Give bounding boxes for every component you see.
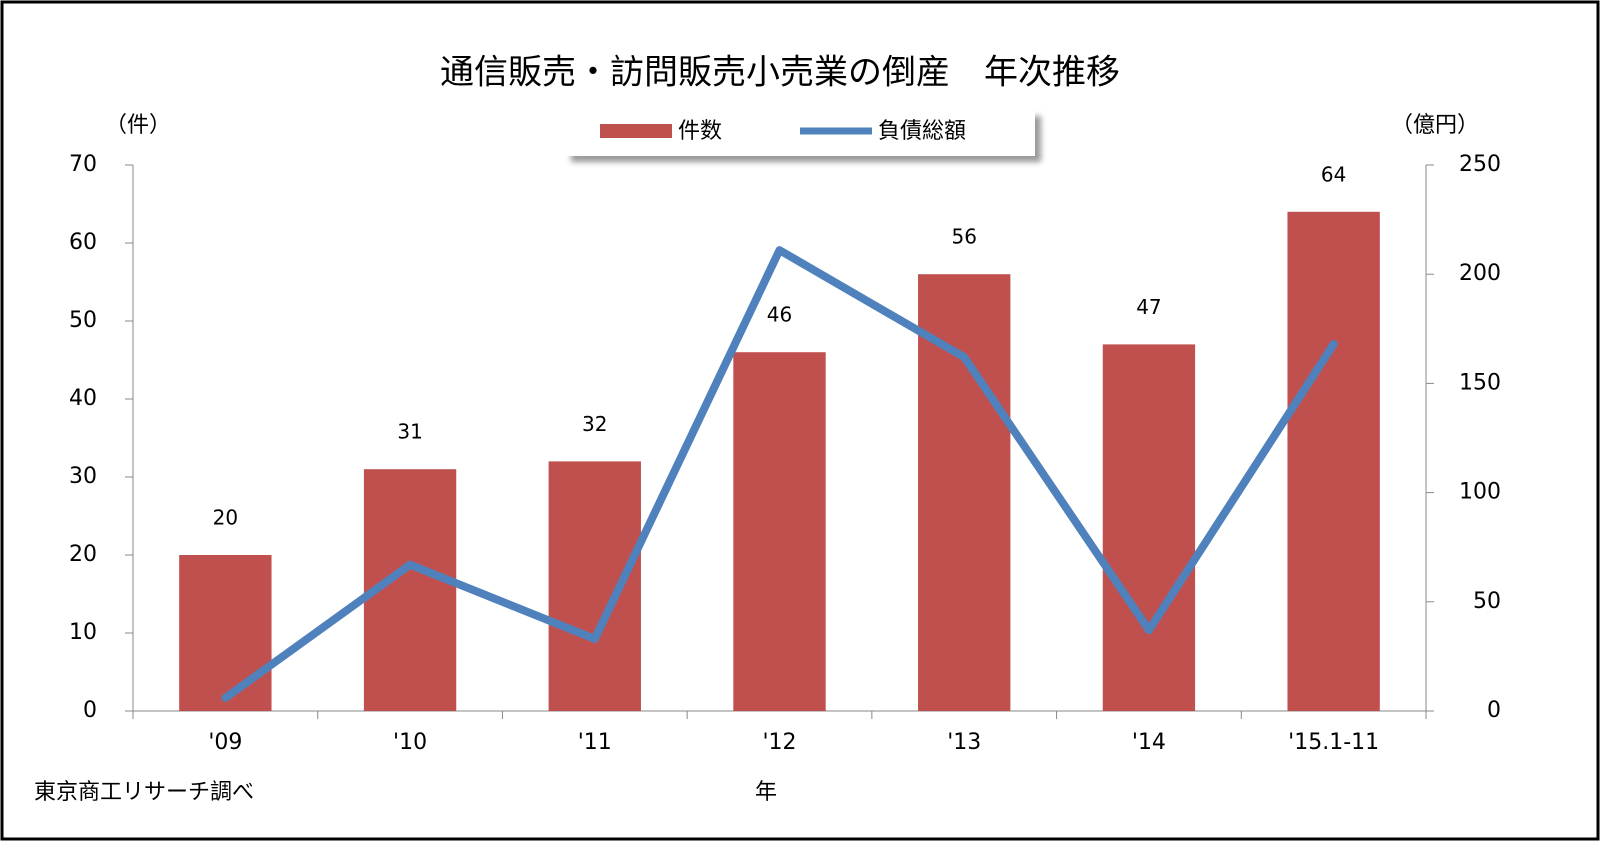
x-tick-label: '15.1-11 bbox=[1288, 730, 1379, 755]
legend-label: 負債総額 bbox=[878, 119, 966, 144]
y-tick-label: 20 bbox=[69, 542, 97, 567]
data-label: 46 bbox=[767, 303, 792, 327]
data-label: 47 bbox=[1136, 295, 1161, 319]
x-tick-label: '11 bbox=[578, 730, 612, 755]
y2-tick-label: 200 bbox=[1459, 261, 1501, 286]
x-tick-label: '13 bbox=[947, 730, 981, 755]
y-tick-label: 70 bbox=[69, 152, 97, 177]
y-tick-label: 40 bbox=[69, 386, 97, 411]
bar bbox=[1287, 211, 1380, 712]
y-tick-label: 50 bbox=[69, 308, 97, 333]
bar bbox=[733, 352, 826, 711]
y-tick-label: 60 bbox=[69, 230, 97, 255]
y2-tick-label: 0 bbox=[1487, 698, 1501, 723]
x-tick-label: '10 bbox=[393, 730, 427, 755]
y2-axis-label: （億円） bbox=[1391, 113, 1479, 138]
line bbox=[221, 246, 1338, 702]
bar bbox=[1102, 344, 1196, 711]
legend-label: 件数 bbox=[678, 119, 722, 144]
y2-tick-label: 100 bbox=[1459, 480, 1501, 505]
bar bbox=[918, 274, 1011, 711]
y-tick-label: 30 bbox=[69, 464, 97, 489]
legend-swatch bbox=[600, 124, 672, 138]
y2-tick-label: 150 bbox=[1459, 370, 1501, 395]
bar bbox=[179, 555, 272, 711]
x-tick-label: '14 bbox=[1132, 730, 1166, 755]
data-label: 20 bbox=[213, 506, 238, 530]
x-tick-label: '09 bbox=[208, 730, 242, 755]
data-label: 64 bbox=[1321, 162, 1346, 186]
y2-tick-label: 50 bbox=[1473, 589, 1501, 614]
chart-title: 通信販売・訪問販売小売業の倒産 年次推移 bbox=[440, 53, 1120, 93]
y2-tick-label: 250 bbox=[1459, 152, 1501, 177]
y-axis-label: （件） bbox=[105, 113, 171, 138]
data-label: 31 bbox=[397, 420, 422, 444]
bar bbox=[548, 461, 641, 711]
y-tick-label: 10 bbox=[69, 620, 97, 645]
x-axis-label: 年 bbox=[755, 780, 777, 805]
x-tick-label: '12 bbox=[762, 730, 796, 755]
y-tick-label: 0 bbox=[83, 698, 97, 723]
source: 東京商工リサーチ調べ bbox=[34, 780, 254, 805]
data-label: 56 bbox=[951, 225, 976, 249]
data-label: 32 bbox=[582, 412, 607, 436]
